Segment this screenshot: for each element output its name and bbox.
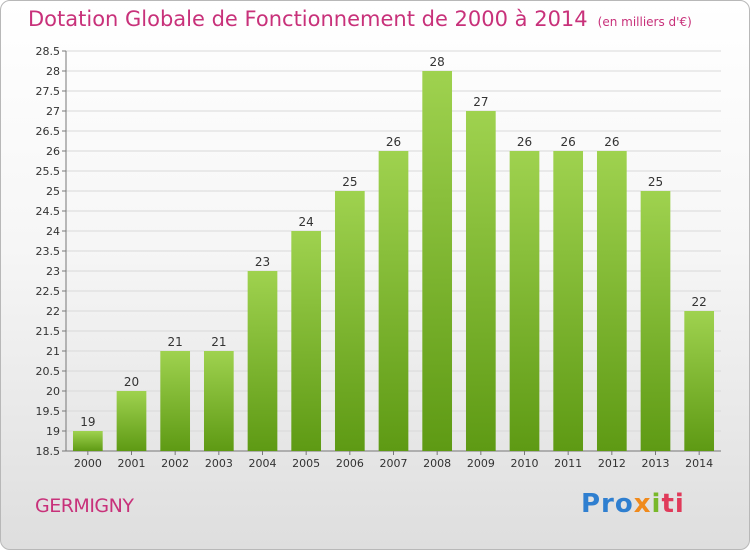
y-tick-label: 24	[46, 225, 60, 238]
y-tick-label: 23	[46, 265, 60, 278]
bar-2013	[640, 191, 671, 451]
data-label-2009: 27	[473, 95, 488, 109]
x-tick-label-2004: 2004	[249, 457, 277, 470]
bars	[72, 71, 715, 451]
x-tick-label-2001: 2001	[118, 457, 146, 470]
data-label-2007: 26	[386, 135, 401, 149]
y-tick-label: 25.5	[36, 165, 61, 178]
bar-2014	[684, 311, 715, 451]
bar-2009	[465, 111, 496, 451]
y-tick-label: 21.5	[36, 325, 61, 338]
data-label-2003: 21	[211, 335, 226, 349]
bar-2006	[334, 191, 365, 451]
y-tick-label: 20	[46, 385, 60, 398]
proxiti-logo: Proxiti	[581, 489, 685, 519]
y-tick-label: 28.5	[36, 45, 61, 58]
x-tick-label-2000: 2000	[74, 457, 102, 470]
data-label-2013: 25	[648, 175, 663, 189]
y-tick-label: 19	[46, 425, 60, 438]
data-label-2014: 22	[692, 295, 707, 309]
data-label-2001: 20	[124, 375, 139, 389]
logo-part-i: i	[651, 489, 662, 519]
logo-part-x: x	[633, 489, 652, 519]
bar-2008	[422, 71, 453, 451]
x-tick-label-2011: 2011	[554, 457, 582, 470]
y-tick-label: 19.5	[36, 405, 61, 418]
logo-part-pro: Pro	[581, 489, 634, 519]
y-tick-label: 18.5	[36, 445, 61, 458]
data-label-2006: 25	[342, 175, 357, 189]
x-tick-label-2013: 2013	[642, 457, 670, 470]
y-tick-label: 22.5	[36, 285, 61, 298]
location-name: GERMIGNY	[35, 495, 134, 517]
bar-2011	[553, 151, 584, 451]
y-tick-label: 20.5	[36, 365, 61, 378]
x-tick-label-2008: 2008	[423, 457, 451, 470]
bar-2005	[291, 231, 322, 451]
data-labels: 19 20 21 21 23 24 25 26 28 27 26 26 26 25 22	[80, 55, 707, 429]
title-text: Dotation Globale de Fonctionnement de 20…	[28, 7, 588, 31]
y-tick-label: 28	[46, 65, 60, 78]
x-tick-label-2009: 2009	[467, 457, 495, 470]
bar-2003	[203, 351, 234, 451]
data-label-2000: 19	[80, 415, 95, 429]
bar-2012	[596, 151, 627, 451]
data-label-2011: 26	[561, 135, 576, 149]
y-tick-label: 25	[46, 185, 60, 198]
bar-2004	[247, 271, 278, 451]
y-tick-label: 26	[46, 145, 60, 158]
x-tick-label-2005: 2005	[292, 457, 320, 470]
y-tick-label: 22	[46, 305, 60, 318]
x-tick-label-2010: 2010	[511, 457, 539, 470]
x-tick-label-2003: 2003	[205, 457, 233, 470]
chart-subtitle: (en milliers d'€)	[597, 15, 692, 29]
data-label-2012: 26	[604, 135, 619, 149]
data-label-2005: 24	[299, 215, 314, 229]
data-label-2002: 21	[168, 335, 183, 349]
x-tick-labels: 2000 2001 2002 2003 2004 2005 2006 2007 2008 2009…	[74, 451, 713, 470]
x-tick-label-2014: 2014	[685, 457, 713, 470]
y-tick-label: 23.5	[36, 245, 61, 258]
x-tick-label-2006: 2006	[336, 457, 364, 470]
x-tick-label-2012: 2012	[598, 457, 626, 470]
x-tick-label-2007: 2007	[380, 457, 408, 470]
bar-2001	[116, 391, 147, 451]
logo-part-ti: ti	[661, 489, 685, 519]
data-label-2004: 23	[255, 255, 270, 269]
bar-2007	[378, 151, 409, 451]
y-tick-label: 27.5	[36, 85, 61, 98]
bar-2002	[160, 351, 191, 451]
y-tick-label: 27	[46, 105, 60, 118]
y-tick-label: 21	[46, 345, 60, 358]
x-tick-label-2002: 2002	[161, 457, 189, 470]
bar-2000	[72, 431, 103, 451]
data-label-2010: 26	[517, 135, 532, 149]
y-tick-label: 24.5	[36, 205, 61, 218]
y-tick-label: 26.5	[36, 125, 61, 138]
data-label-2008: 28	[430, 55, 445, 69]
bar-2010	[509, 151, 540, 451]
y-tick-labels: 18.5 19 19.5 20 20.5 21 21.5 22 22.5 23 23.5 24 24.5…	[36, 45, 61, 458]
chart-title: Dotation Globale de Fonctionnement de 20…	[28, 7, 692, 31]
